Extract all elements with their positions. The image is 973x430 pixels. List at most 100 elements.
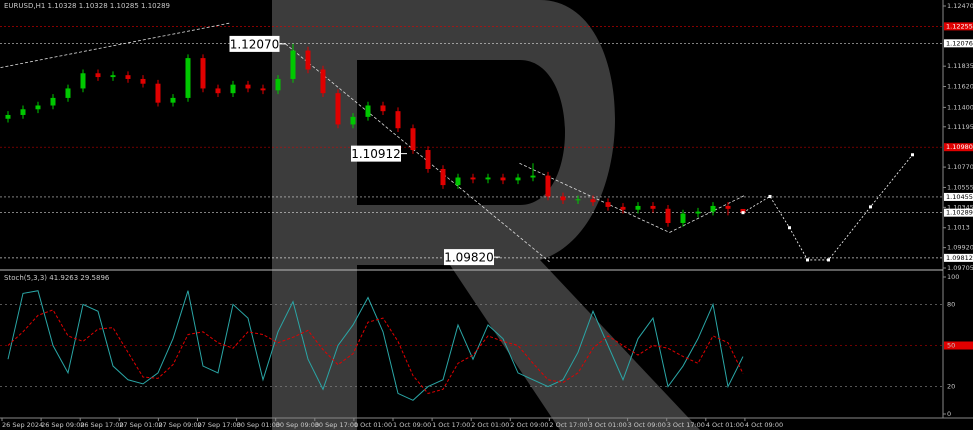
annotation-label: 1.10912 <box>351 147 401 161</box>
candle-body <box>320 69 326 94</box>
indicator-line <box>7 309 744 395</box>
candle-body <box>290 50 296 79</box>
y-tick-label: 1.11400 <box>947 103 973 111</box>
y-tick-label: 1.11195 <box>947 123 973 131</box>
candle-body <box>500 177 506 181</box>
candle-body <box>425 150 431 169</box>
indicator-title: Stoch(5,3,3) 41.9263 29.5896 <box>4 274 110 282</box>
level-tag <box>944 208 973 217</box>
candle-body <box>110 75 116 78</box>
candle-body <box>620 206 626 210</box>
level-tag <box>944 39 973 48</box>
forecast-line <box>742 154 913 261</box>
candle-body <box>350 116 356 125</box>
x-tick-label: 2 Oct 01:00 <box>471 421 509 429</box>
candle-body <box>245 84 251 89</box>
candle-body <box>560 196 566 201</box>
trend-line <box>285 43 550 263</box>
candle-body <box>170 97 176 103</box>
indicator-tag <box>944 341 973 350</box>
candle-body <box>695 211 701 214</box>
x-tick-label: 3 Oct 09:00 <box>628 421 666 429</box>
y-tick-label: 1.10770 <box>947 163 973 171</box>
candle-body <box>365 105 371 117</box>
level-label: 1.12076 <box>946 39 973 47</box>
y-tick-label: 1.11620 <box>947 83 973 91</box>
candle-body <box>665 208 671 223</box>
x-tick-label: 26 Sep 09:00 <box>41 421 84 429</box>
annotation-box <box>229 35 280 52</box>
indicator-tick-label: 0 <box>947 410 951 418</box>
candle-body <box>650 205 656 209</box>
candle-body <box>395 111 401 129</box>
indicator-tick-label: 100 <box>947 273 959 281</box>
candle-body <box>470 177 476 180</box>
candle-body <box>5 114 11 119</box>
x-tick-label: 4 Oct 09:00 <box>745 421 783 429</box>
candle-body <box>605 202 611 207</box>
x-tick-label: 30 Sep 17:00 <box>315 421 358 429</box>
candle-body <box>455 177 461 186</box>
x-tick-label: 30 Sep 01:00 <box>237 421 280 429</box>
y-tick-label: 1.10345 <box>947 203 973 211</box>
candle-body <box>185 58 191 98</box>
candle-body <box>155 83 161 103</box>
candle-body <box>275 78 281 91</box>
x-tick-label: 27 Sep 17:00 <box>198 421 241 429</box>
annotation-label: 1.09820 <box>444 251 494 265</box>
candle-body <box>545 175 551 197</box>
y-tick-label: 1.09920 <box>947 244 973 252</box>
candle-body <box>305 50 311 70</box>
watermark <box>272 0 700 430</box>
y-tick-label: 1.11835 <box>947 62 973 70</box>
x-tick-label: 3 Oct 01:00 <box>589 421 627 429</box>
candle-body <box>725 205 731 209</box>
trend-line <box>0 22 231 68</box>
annotation-label: 1.12070 <box>230 37 280 51</box>
candle-body <box>335 93 341 125</box>
candle-body <box>215 88 221 94</box>
candle-body <box>260 88 266 91</box>
candle-body <box>440 168 446 186</box>
level-tag <box>944 143 973 152</box>
candle-body <box>125 75 131 79</box>
candle-body <box>200 58 206 89</box>
candle-body <box>515 177 521 181</box>
candle-body <box>20 109 26 115</box>
x-tick-label: 26 Sep 2024 <box>2 421 43 429</box>
x-tick-label: 30 Sep 09:00 <box>276 421 319 429</box>
level-label: 1.10455 <box>946 193 973 201</box>
annotation-box <box>351 145 401 162</box>
level-tag <box>944 192 973 201</box>
annotation-box <box>444 249 494 266</box>
candle-body <box>575 199 581 201</box>
indicator-tick-label: 80 <box>947 300 955 308</box>
x-tick-label: 3 Oct 17:00 <box>667 421 705 429</box>
candle-body <box>680 213 686 223</box>
x-tick-label: 2 Oct 09:00 <box>510 421 548 429</box>
level-label: 1.12255 <box>946 22 973 30</box>
x-tick-label: 4 Oct 01:00 <box>706 421 744 429</box>
candle-body <box>230 84 236 94</box>
forecast-point <box>869 205 872 209</box>
candle-body <box>95 73 101 78</box>
candle-body <box>80 73 86 89</box>
y-tick-label: 1.10555 <box>947 183 973 191</box>
indicator-tick-label: 50 <box>947 342 955 350</box>
indicator-line <box>7 290 744 401</box>
candle-body <box>530 175 536 178</box>
x-tick-label: 1 Oct 17:00 <box>432 421 470 429</box>
y-tick-label: 1.09705 <box>947 264 973 272</box>
x-tick-label: 26 Sep 17:00 <box>80 421 123 429</box>
chart-title: EURUSD,H1 1.10328 1.10328 1.10285 1.1028… <box>4 2 170 10</box>
forecast-point <box>788 226 791 230</box>
y-tick-label: 1.1013 <box>947 224 970 232</box>
candle-body <box>65 88 71 98</box>
forecast-point <box>911 153 914 157</box>
x-tick-label: 27 Sep 01:00 <box>119 421 162 429</box>
candle-body <box>635 205 641 210</box>
trend-line <box>669 195 745 233</box>
indicator-tick-label: 20 <box>947 383 955 391</box>
candle-body <box>740 208 746 213</box>
